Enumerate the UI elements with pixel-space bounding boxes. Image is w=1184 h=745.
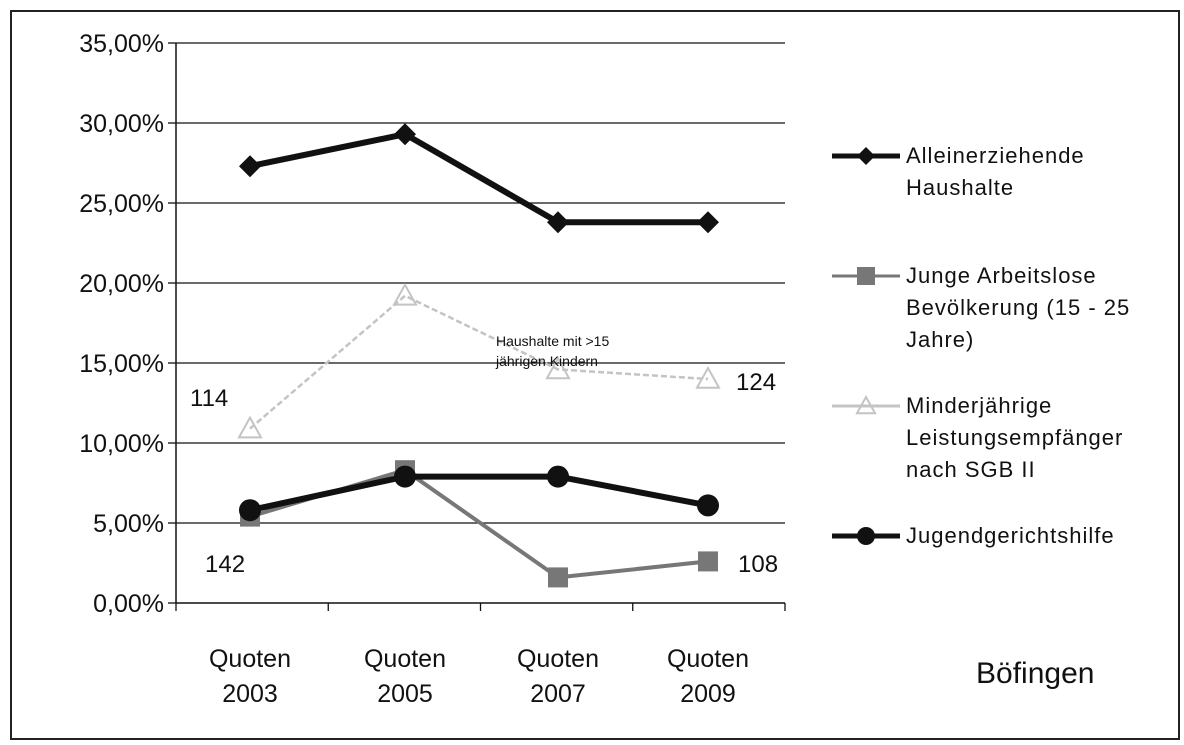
x-tick-label: 2007 (530, 680, 586, 708)
data-point (698, 551, 718, 572)
legend-item: Minderjährige Leistungsempfänger nach SGB … (830, 390, 1166, 486)
legend-label-line: Junge Arbeitslose (906, 263, 1097, 288)
x-tick-label: Quoten (517, 645, 599, 673)
legend-item: Jugendgerichtshilfe (830, 520, 1166, 552)
y-tick-label: 0,00% (93, 590, 164, 618)
data-point (394, 123, 416, 146)
data-point (547, 211, 569, 234)
legend-swatch-marker (857, 147, 875, 165)
annotation-households-line2: jährigen Kindern (495, 353, 598, 369)
y-tick-label: 20,00% (79, 270, 164, 298)
annotation-114: 114 (190, 385, 228, 412)
y-tick-label: 30,00% (79, 110, 164, 138)
legend-swatch (832, 527, 900, 545)
data-point (392, 282, 418, 306)
series-3 (239, 465, 719, 522)
y-tick-label: 35,00% (79, 30, 164, 58)
series-line (249, 294, 709, 430)
x-tick-label: 2009 (680, 680, 736, 708)
annotation-124: 124 (736, 369, 776, 396)
legend-label-line: Haushalte (906, 175, 1015, 200)
legend-label: Alleinerziehende Haushalte (906, 140, 1166, 204)
legend-label: Minderjährige Leistungsempfänger nach SGB … (906, 390, 1166, 486)
district-label: Böfingen (976, 657, 1095, 690)
x-tick-label: Quoten (667, 645, 749, 673)
legend-item: Alleinerziehende Haushalte (830, 140, 1166, 204)
y-tick-label: 15,00% (79, 350, 164, 378)
annotation-households-line1: Haushalte mit >15 (496, 333, 609, 349)
data-point (697, 494, 719, 517)
series-group (237, 123, 721, 588)
data-point (548, 567, 568, 588)
legend-item: Junge Arbeitslose Bevölkerung (15 - 25 Jah… (830, 260, 1166, 356)
series-0 (239, 123, 719, 234)
y-tick-label: 10,00% (79, 430, 164, 458)
data-point (239, 499, 261, 522)
legend-label-line: nach SGB II (906, 457, 1036, 482)
legend-swatch (832, 147, 900, 165)
legend-label: Junge Arbeitslose Bevölkerung (15 - 25 Jah… (906, 260, 1166, 356)
legend-label-line: Jugendgerichtshilfe (906, 523, 1115, 548)
x-tick-label: Quoten (209, 645, 291, 673)
legend-label: Jugendgerichtshilfe (906, 520, 1166, 552)
legend-swatch-marker (857, 267, 875, 285)
legend-label-line: Minderjährige (906, 393, 1053, 418)
data-point (697, 211, 719, 234)
legend-swatch (832, 394, 900, 415)
data-point (237, 415, 263, 439)
data-point (695, 365, 721, 389)
data-point (239, 155, 261, 178)
legend-label-line: Leistungsempfänger (906, 425, 1124, 450)
legend-label-line: Alleinerziehende (906, 143, 1085, 168)
series-2 (237, 282, 721, 439)
annotation-142: 142 (205, 551, 245, 578)
series-line (249, 468, 709, 580)
annotations: 114 142 124 108 Haushalte mit >15 jährig… (190, 333, 778, 578)
y-tick-label: 25,00% (79, 190, 164, 218)
chart-frame (10, 10, 1180, 740)
data-point (547, 465, 569, 488)
x-tick-label: 2003 (222, 680, 278, 708)
series-line (249, 131, 708, 226)
legend-label-line: Bevölkerung (15 - 25 (906, 295, 1131, 320)
data-point (394, 465, 416, 488)
legend-swatch-marker (855, 394, 877, 415)
x-tick-labels: Quoten 2003 Quoten 2005 Quoten 2007 Quoten 2009 (209, 645, 749, 708)
legend-swatch (832, 267, 900, 285)
legend-label-line: Jahre) (906, 327, 975, 352)
y-tick-label: 5,00% (93, 510, 164, 538)
gridlines (168, 42, 785, 604)
axes (175, 43, 786, 611)
annotation-108: 108 (738, 551, 778, 578)
legend-swatch-marker (857, 527, 875, 545)
series-line (249, 473, 709, 514)
x-tick-label: Quoten (364, 645, 446, 673)
data-point (545, 356, 571, 380)
x-tick-label: 2005 (377, 680, 433, 708)
y-tick-labels: 0,00% 5,00% 10,00% 15,00% 20,00% 25,00% 30,00%… (79, 30, 164, 618)
